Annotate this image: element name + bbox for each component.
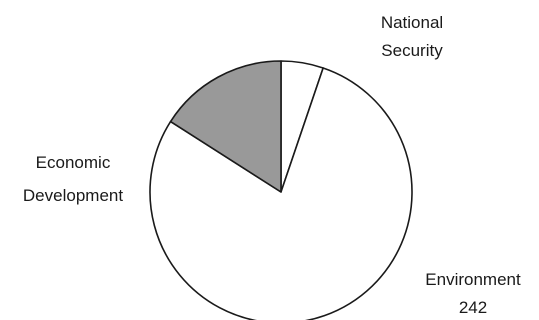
pie-slices	[149, 60, 413, 320]
pie-slice-economic-development	[169, 60, 282, 193]
slice-label-economic-development-line2: Development	[23, 186, 123, 205]
pie-slice-environment-242	[149, 67, 413, 320]
slice-label-environment-line2: 242	[459, 298, 487, 317]
slice-label-national-security-line2: Security	[381, 41, 443, 60]
slice-label-economic-development-line1: Economic	[36, 153, 111, 172]
slice-label-national-security-line1: National	[381, 13, 443, 32]
slice-label-environment-line1: Environment	[425, 270, 521, 289]
